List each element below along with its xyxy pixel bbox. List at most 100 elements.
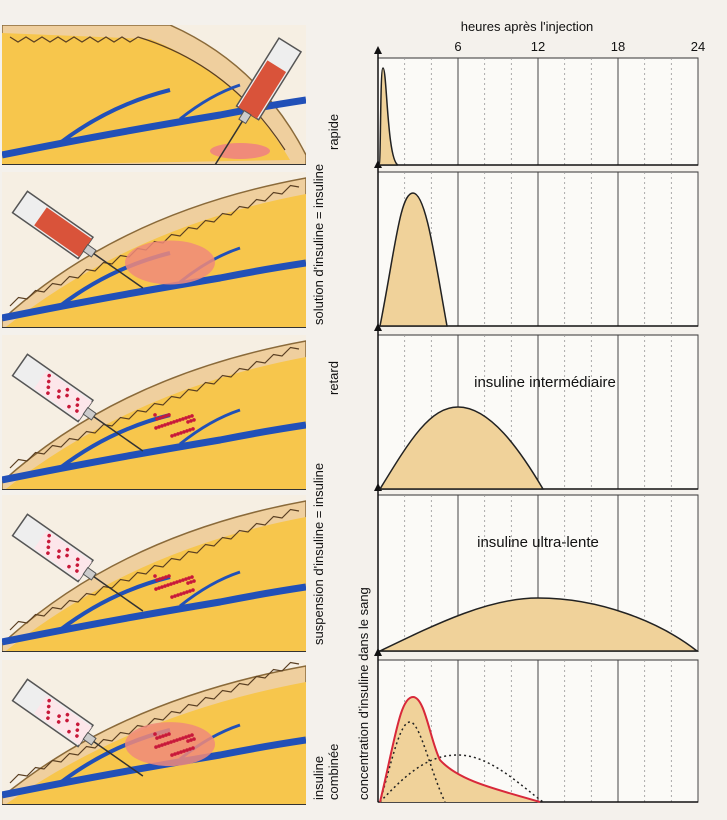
particle [160, 424, 164, 428]
curve-dotted [379, 754, 544, 803]
particle [47, 698, 51, 703]
particle [75, 728, 80, 732]
syringe-content [34, 207, 92, 257]
y-axis-title: concentration d'insuline dans le sang [356, 587, 371, 800]
label: retard [326, 361, 341, 395]
particle [181, 417, 185, 421]
x-tick-label: 12 [531, 39, 545, 54]
curve-dotted [379, 721, 446, 803]
curve [379, 597, 700, 652]
particle [187, 734, 191, 738]
skin-wave [9, 184, 300, 307]
particle [178, 418, 182, 422]
particle [46, 710, 51, 715]
particle [166, 583, 170, 587]
particle [164, 575, 168, 579]
particle [188, 428, 192, 432]
needle [209, 120, 243, 165]
particle [161, 734, 165, 738]
particle [178, 579, 182, 583]
particle [182, 749, 186, 753]
particle [182, 591, 186, 595]
particle [155, 417, 159, 421]
particle [167, 574, 171, 578]
particle [170, 753, 174, 757]
needle [93, 576, 144, 612]
particle [163, 423, 167, 427]
particle [184, 577, 188, 581]
particle [65, 387, 70, 392]
particle [172, 739, 176, 743]
particle [186, 420, 190, 424]
x-tick-label: 24 [691, 39, 705, 54]
particle [75, 722, 80, 727]
particle [191, 427, 195, 431]
needle [93, 253, 144, 289]
particle [181, 736, 185, 740]
needle [93, 741, 144, 777]
panel [2, 172, 306, 328]
particle [179, 592, 183, 596]
particle [192, 579, 196, 583]
particle [173, 752, 177, 756]
particle [56, 395, 61, 399]
particle [47, 533, 51, 538]
particle [184, 735, 188, 739]
particle [191, 588, 195, 592]
syringe [209, 37, 303, 165]
x-tick-label: 6 [454, 39, 461, 54]
vein [179, 570, 241, 608]
syringe [11, 513, 144, 612]
vein [2, 583, 306, 646]
panel [2, 335, 306, 490]
particle [179, 750, 183, 754]
particle [167, 413, 171, 417]
charts: 6 12 18 24 [374, 39, 705, 803]
particle [179, 431, 183, 435]
particle [170, 595, 174, 599]
particle [190, 733, 194, 737]
illustrations [2, 25, 306, 805]
skin-wave [9, 661, 300, 784]
particle [175, 738, 179, 742]
particle [163, 742, 167, 746]
x-axis-title: heures après l'injection [461, 19, 594, 34]
vein [2, 421, 306, 484]
particle [154, 587, 158, 591]
particle [192, 737, 196, 741]
syringe [11, 353, 144, 452]
depot [210, 143, 270, 159]
depot [125, 722, 215, 767]
particle [170, 434, 174, 438]
particle [192, 418, 196, 422]
curve [379, 192, 448, 327]
particle [46, 379, 51, 384]
particle [67, 404, 71, 409]
panel [2, 495, 306, 652]
particle [169, 740, 173, 744]
particle [189, 580, 193, 584]
particle [157, 425, 161, 429]
label: suspension d'insuline = insuline [311, 463, 326, 645]
particle [181, 578, 185, 582]
particle [190, 575, 194, 579]
particle [57, 714, 61, 718]
panel [2, 660, 306, 805]
particle [160, 585, 164, 589]
skin-wave [9, 508, 300, 631]
needle [93, 416, 144, 452]
particle [176, 751, 180, 755]
particle [75, 557, 80, 562]
particle [190, 414, 194, 418]
particle [185, 429, 189, 433]
particle [175, 580, 179, 584]
particle [172, 420, 176, 424]
particle [75, 397, 80, 402]
particle [173, 433, 177, 437]
particle [158, 416, 162, 420]
label: combinée [326, 744, 341, 800]
particle [176, 593, 180, 597]
particle [46, 545, 51, 550]
particle [157, 586, 161, 590]
skin-wave [9, 346, 300, 469]
